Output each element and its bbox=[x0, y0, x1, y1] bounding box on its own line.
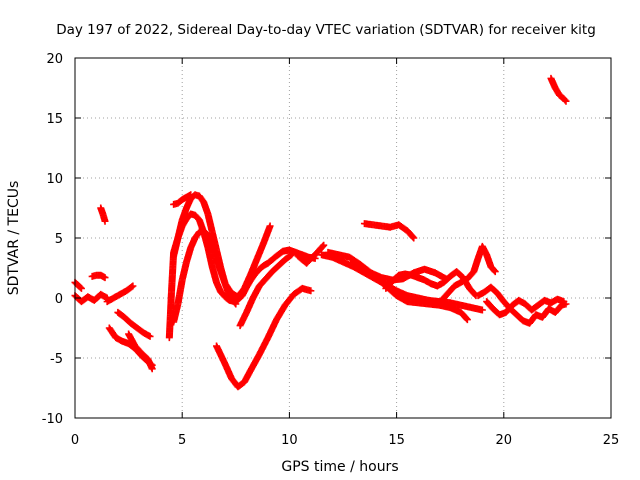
data-point bbox=[463, 316, 471, 324]
series-track-12 bbox=[170, 191, 195, 208]
series-track-7 bbox=[114, 308, 154, 340]
series-track-13 bbox=[213, 284, 315, 391]
x-tick-label: 10 bbox=[281, 433, 298, 448]
x-tick-label: 20 bbox=[496, 433, 513, 448]
y-tick-label: -10 bbox=[42, 412, 63, 427]
data-point bbox=[129, 282, 137, 290]
data-point bbox=[410, 234, 418, 242]
x-axis-label: GPS time / hours bbox=[281, 459, 398, 475]
y-tick-label: 15 bbox=[46, 112, 63, 127]
data-point bbox=[146, 332, 154, 340]
data-point bbox=[561, 96, 569, 104]
data-point bbox=[478, 306, 486, 314]
data-point bbox=[101, 274, 109, 282]
y-tick-label: 10 bbox=[46, 172, 63, 187]
data-point bbox=[288, 251, 296, 259]
x-tick-label: 25 bbox=[603, 433, 620, 448]
y-tick-label: 20 bbox=[46, 52, 63, 67]
data-point bbox=[77, 284, 85, 292]
data-point bbox=[101, 217, 109, 225]
grid bbox=[75, 58, 611, 418]
y-tick-label: 0 bbox=[55, 292, 63, 307]
y-tick-label: 5 bbox=[55, 232, 63, 247]
data-points bbox=[71, 74, 570, 391]
data-point bbox=[307, 287, 315, 295]
data-point bbox=[232, 300, 240, 308]
data-point bbox=[266, 222, 274, 230]
series-track-19 bbox=[350, 258, 471, 324]
series-track-3 bbox=[88, 271, 109, 282]
data-point bbox=[409, 233, 417, 241]
data-point bbox=[562, 97, 570, 105]
data-point bbox=[148, 365, 156, 373]
data-point bbox=[320, 241, 328, 249]
x-tick-label: 15 bbox=[388, 433, 405, 448]
series-track-4 bbox=[97, 204, 109, 225]
series-track-14 bbox=[236, 251, 296, 330]
series-track-11 bbox=[170, 191, 240, 308]
series-track-8 bbox=[125, 330, 156, 373]
data-point bbox=[76, 283, 84, 291]
series-track-15 bbox=[294, 241, 328, 267]
data-point bbox=[462, 315, 470, 323]
series-track-21 bbox=[425, 242, 499, 308]
data-point bbox=[187, 191, 195, 199]
series-track-24 bbox=[547, 74, 570, 105]
chart-title: Day 197 of 2022, Sidereal Day-to-day VTE… bbox=[56, 22, 596, 38]
series-track-5 bbox=[103, 282, 137, 306]
x-tick-label: 0 bbox=[71, 433, 79, 448]
series-track-23 bbox=[483, 295, 568, 319]
y-tick-label: -5 bbox=[50, 352, 63, 367]
ticks: 0 5 10 15 20 25 -10 -5 0 5 10 15 20 bbox=[42, 52, 620, 448]
data-point bbox=[490, 267, 498, 275]
x-tick-label: 5 bbox=[178, 433, 186, 448]
y-axis-label: SDTVAR / TECUs bbox=[6, 181, 22, 296]
data-point bbox=[560, 298, 568, 306]
data-point bbox=[491, 268, 499, 276]
data-point bbox=[231, 299, 239, 307]
series-track-18 bbox=[360, 220, 418, 242]
data-point bbox=[319, 242, 327, 250]
